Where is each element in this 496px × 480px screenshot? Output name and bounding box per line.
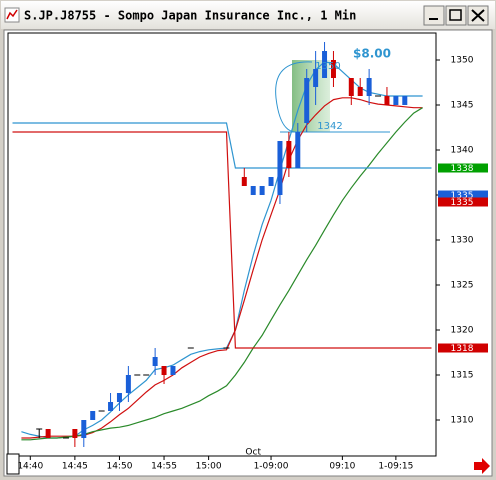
x-tick-label: 1-09:15 (378, 462, 413, 472)
candle-body (277, 141, 283, 195)
close-button[interactable] (467, 5, 489, 26)
price-tag (438, 197, 488, 207)
indicator-line (21, 97, 423, 439)
candle-body (330, 60, 336, 78)
candle-body (161, 366, 167, 375)
candle-body (357, 87, 363, 96)
candle-body (393, 96, 399, 105)
candle-body (286, 141, 292, 168)
candle-body (125, 375, 131, 393)
candle-body (90, 411, 96, 420)
date-label: Oct (245, 448, 261, 458)
candle-body (81, 420, 87, 438)
level-label: 1350 (315, 61, 340, 72)
x-tick-label: 14:55 (151, 462, 177, 472)
price-tag-label: 1318 (451, 344, 474, 354)
price-tag-label: 1335 (451, 198, 474, 208)
candle-body (116, 393, 122, 402)
candle-body (268, 177, 274, 186)
y-tick-label: 1315 (451, 371, 474, 381)
annotation-curve (275, 61, 313, 133)
candle-body (45, 429, 51, 438)
y-tick-label: 1330 (451, 236, 474, 246)
indicator-line (21, 107, 423, 441)
minimize-button[interactable] (423, 5, 445, 26)
candle-body (152, 357, 158, 366)
candle-body (259, 186, 265, 195)
plot-area (7, 32, 437, 457)
price-tag-label: 1338 (451, 164, 474, 174)
candle-body (170, 366, 176, 375)
price-tag (438, 163, 488, 173)
candle-body (241, 177, 247, 186)
candle-body (304, 78, 310, 123)
title-bar (1, 1, 495, 29)
y-tick-label: 1345 (451, 101, 474, 111)
plot (12, 42, 432, 447)
x-tick-label: 1-09:00 (254, 462, 289, 472)
maximize-button[interactable] (445, 5, 467, 26)
scroll-right-arrow[interactable] (474, 458, 490, 474)
chart-title: S.JP.J8755 - Sompo Japan Insurance Inc.,… (24, 9, 356, 23)
candle-body (402, 96, 408, 105)
level-label: 1342 (317, 121, 342, 132)
candle-body (322, 51, 328, 78)
x-tick-label: 15:00 (196, 462, 222, 472)
indicator-line (12, 131, 432, 349)
x-tick-label: 14:45 (62, 462, 88, 472)
window-icon (4, 7, 20, 23)
price-tag (438, 343, 488, 353)
price-tag-label: 1335 (451, 191, 474, 201)
candle-body (295, 132, 301, 168)
y-tick-label: 1325 (451, 281, 474, 291)
candle-body (250, 186, 256, 195)
candle-body (313, 69, 319, 87)
x-tick-label: 14:40 (17, 462, 43, 472)
indicator-line (21, 61, 423, 439)
scroll-box[interactable] (6, 453, 20, 475)
price-tag (438, 190, 488, 200)
indicator-line (12, 122, 432, 169)
candle-body (384, 96, 390, 105)
y-tick-label: 1350 (451, 56, 474, 66)
move-label: $8.00 (353, 47, 391, 61)
y-tick-label: 1310 (451, 416, 474, 426)
x-tick-label: 09:10 (329, 462, 355, 472)
candle-body (348, 78, 354, 96)
x-tick-label: 14:50 (106, 462, 132, 472)
y-tick-label: 1340 (451, 146, 474, 156)
candle-body (108, 402, 114, 411)
candle-body (72, 429, 78, 438)
candle-body (366, 78, 372, 96)
y-tick-label: 1320 (451, 326, 474, 336)
